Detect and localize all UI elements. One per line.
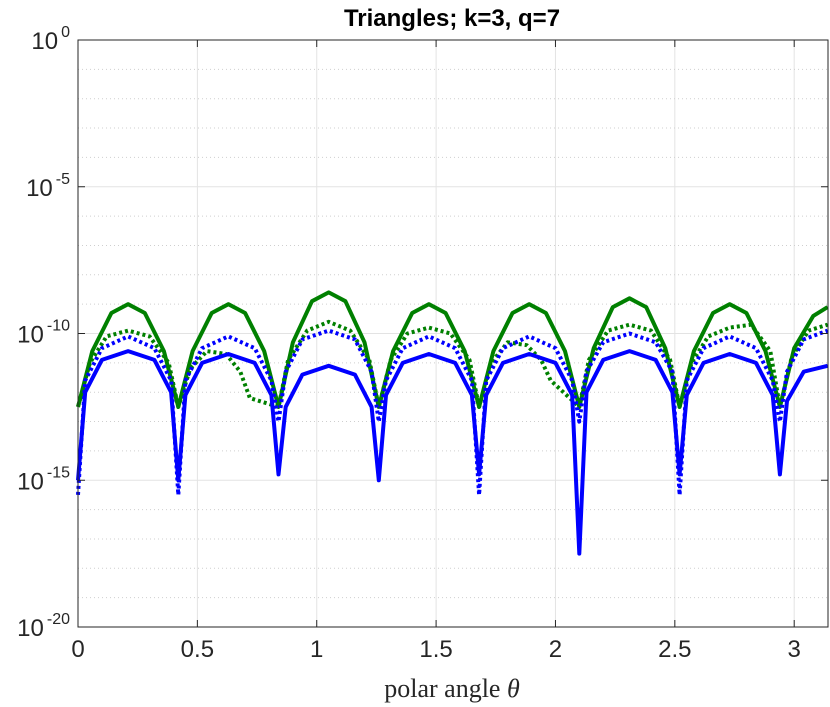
series-group [76, 290, 829, 556]
x-tick-label: 0.5 [181, 636, 214, 663]
x-tick-label: 2.5 [658, 636, 691, 663]
y-tick-label: 10 0 [31, 24, 70, 55]
x-tick-label: 1.5 [419, 636, 452, 663]
x-tick-label: 1 [310, 636, 323, 663]
series-line-blue-solid [76, 349, 829, 556]
y-tick-label: 10 -15 [17, 464, 70, 495]
y-tick-label: 10 -5 [26, 171, 70, 202]
x-tick-label: 3 [788, 636, 801, 663]
y-tick-label: 10 -10 [17, 318, 70, 349]
series-line-green-solid [76, 290, 829, 409]
x-axis-label-symbol: θ [507, 674, 520, 703]
y-tick-label: 10 -20 [17, 611, 70, 642]
x-tick-label: 2 [549, 636, 562, 663]
x-tick-label: 0 [71, 636, 84, 663]
chart-title: Triangles; k=3, q=7 [344, 5, 560, 32]
series-line-green-dotted [76, 319, 829, 409]
series-line-blue-dotted [76, 328, 829, 497]
x-axis-label: polar angle θ [384, 674, 520, 703]
